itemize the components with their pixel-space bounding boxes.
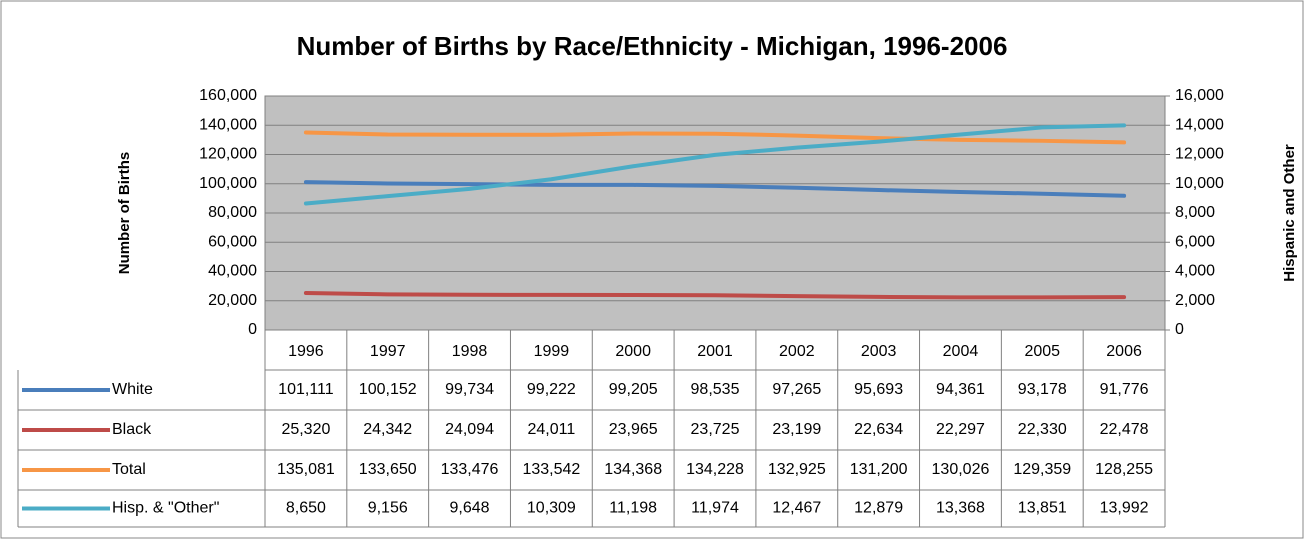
y-tick-label: 80,000 xyxy=(208,204,257,221)
table-value: 12,467 xyxy=(772,500,821,517)
y-tick-label: 160,000 xyxy=(199,87,257,104)
x-tick-label: 1999 xyxy=(534,343,570,360)
y-axis-title: Number of Births xyxy=(116,152,133,275)
y-tick-label: 120,000 xyxy=(199,146,257,163)
table-value: 22,330 xyxy=(1018,421,1067,438)
table-value: 100,152 xyxy=(359,381,417,398)
x-tick-label: 1997 xyxy=(370,343,406,360)
y2-axis-title: Hispanic and Other xyxy=(1281,144,1298,282)
x-tick-label: 2002 xyxy=(779,343,815,360)
y2-tick-label: 4,000 xyxy=(1175,263,1215,280)
table-value: 11,974 xyxy=(691,500,739,517)
y-tick-label: 20,000 xyxy=(208,292,257,309)
x-tick-label: 2000 xyxy=(615,343,651,360)
y-tick-label: 60,000 xyxy=(208,233,257,250)
x-tick-label: 2003 xyxy=(861,343,897,360)
table-value: 25,320 xyxy=(281,421,330,438)
y2-tick-label: 10,000 xyxy=(1175,175,1224,192)
table-value: 135,081 xyxy=(277,461,335,478)
table-value: 24,011 xyxy=(527,421,575,438)
table-value: 99,222 xyxy=(527,381,576,398)
table-value: 133,476 xyxy=(441,461,499,478)
table-value: 22,634 xyxy=(854,421,903,438)
table-value: 128,255 xyxy=(1095,461,1153,478)
x-tick-label: 2004 xyxy=(943,343,979,360)
table-value: 11,198 xyxy=(609,500,657,517)
y2-tick-label: 16,000 xyxy=(1175,87,1224,104)
table-value: 133,542 xyxy=(522,461,580,478)
table-value: 130,026 xyxy=(932,461,990,478)
x-tick-label: 1996 xyxy=(288,343,324,360)
y2-tick-label: 6,000 xyxy=(1175,233,1215,250)
legend-label: Black xyxy=(112,421,152,438)
legend-label: Hisp. & "Other" xyxy=(112,500,219,517)
chart-title: Number of Births by Race/Ethnicity - Mic… xyxy=(297,31,1008,61)
table-value: 91,776 xyxy=(1100,381,1149,398)
y-tick-label: 0 xyxy=(248,321,257,338)
y2-tick-label: 2,000 xyxy=(1175,292,1215,309)
table-value: 93,178 xyxy=(1018,381,1067,398)
table-value: 13,368 xyxy=(936,500,985,517)
x-tick-label: 2001 xyxy=(697,343,733,360)
table-value: 97,265 xyxy=(772,381,821,398)
y2-tick-label: 0 xyxy=(1175,321,1184,338)
table-value: 13,992 xyxy=(1100,500,1149,517)
table-value: 95,693 xyxy=(854,381,903,398)
table-value: 129,359 xyxy=(1013,461,1071,478)
series-line xyxy=(303,290,1127,300)
table-value: 94,361 xyxy=(936,381,985,398)
table-value: 24,094 xyxy=(445,421,494,438)
legend-label: White xyxy=(112,381,153,398)
table-value: 23,725 xyxy=(691,421,740,438)
table-value: 23,199 xyxy=(772,421,821,438)
table-value: 23,965 xyxy=(609,421,658,438)
table-value: 24,342 xyxy=(363,421,412,438)
series-line xyxy=(303,123,1127,206)
table-value: 8,650 xyxy=(286,500,326,517)
table-value: 99,734 xyxy=(445,381,494,398)
x-tick-label: 2006 xyxy=(1106,343,1142,360)
series-line xyxy=(303,180,1127,198)
y-tick-label: 140,000 xyxy=(199,116,257,133)
table-value: 133,650 xyxy=(359,461,417,478)
table-value: 12,879 xyxy=(854,500,903,517)
table-value: 101,111 xyxy=(278,381,334,398)
table-value: 134,228 xyxy=(686,461,744,478)
table-value: 10,309 xyxy=(527,500,576,517)
y2-tick-label: 14,000 xyxy=(1175,116,1224,133)
table-value: 22,297 xyxy=(936,421,985,438)
y-tick-label: 100,000 xyxy=(199,175,257,192)
y2-tick-label: 8,000 xyxy=(1175,204,1215,221)
y2-tick-label: 12,000 xyxy=(1175,146,1224,163)
table-value: 13,851 xyxy=(1018,500,1067,517)
table-value: 9,648 xyxy=(450,500,490,517)
series-line xyxy=(303,130,1127,145)
table-value: 99,205 xyxy=(609,381,658,398)
legend-label: Total xyxy=(112,461,146,478)
x-tick-label: 2005 xyxy=(1024,343,1060,360)
x-tick-label: 1998 xyxy=(452,343,488,360)
table-value: 134,368 xyxy=(604,461,662,478)
y-tick-label: 40,000 xyxy=(208,263,257,280)
table-value: 132,925 xyxy=(768,461,826,478)
table-value: 131,200 xyxy=(850,461,908,478)
table-value: 98,535 xyxy=(691,381,740,398)
table-value: 22,478 xyxy=(1100,421,1149,438)
table-value: 9,156 xyxy=(368,500,408,517)
